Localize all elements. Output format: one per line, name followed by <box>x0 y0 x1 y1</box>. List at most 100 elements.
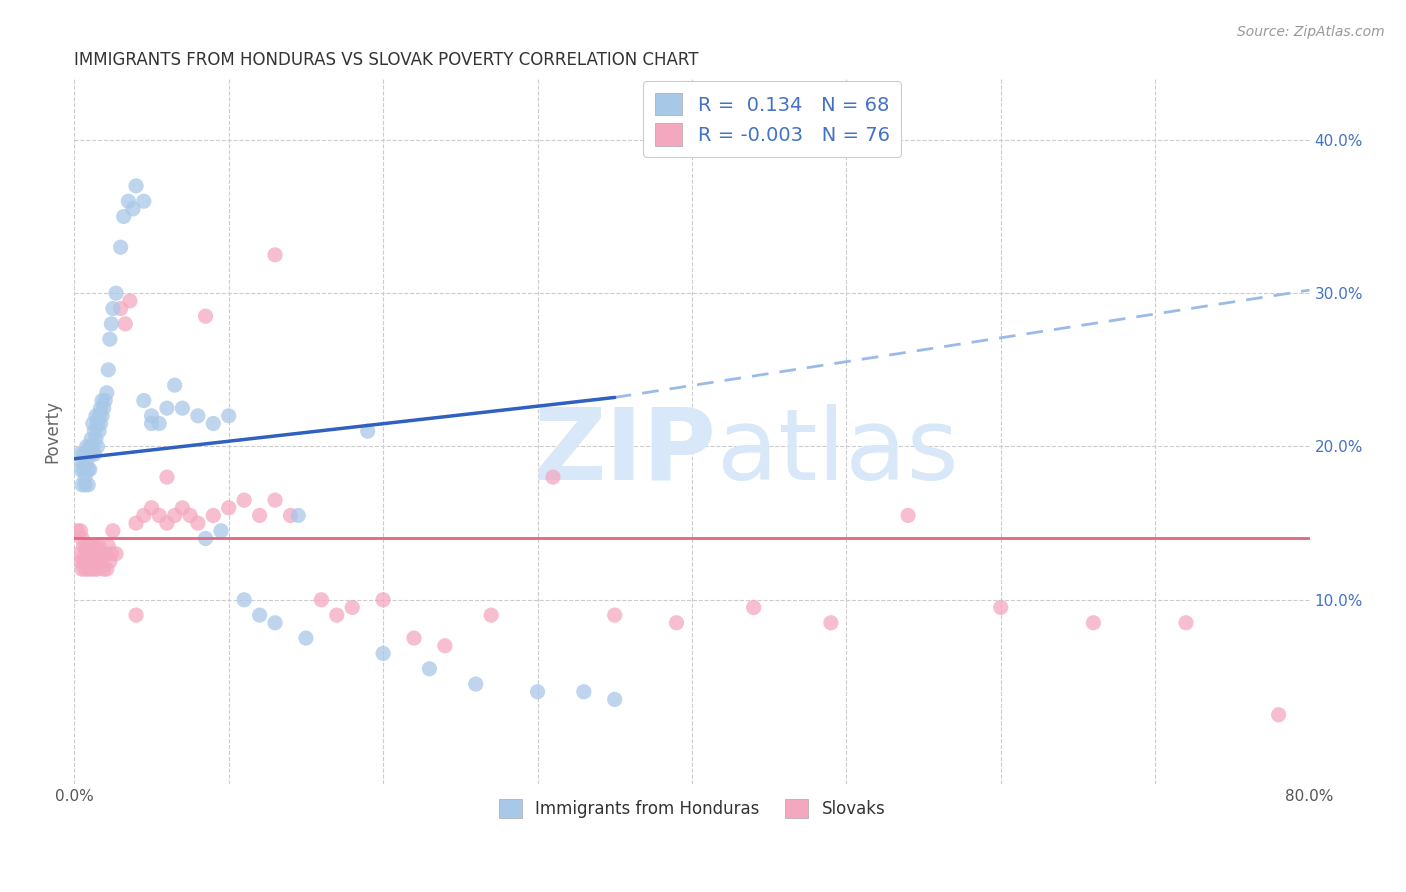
Point <box>80 447 103 461</box>
Point <box>603 608 626 623</box>
Point <box>80 432 103 446</box>
Point <box>433 639 456 653</box>
Point <box>96 385 118 400</box>
Point <box>156 470 179 484</box>
Point <box>79 462 101 476</box>
Point <box>179 508 201 523</box>
Point <box>100 547 122 561</box>
Point <box>70 478 93 492</box>
Point <box>295 631 318 645</box>
Point <box>526 685 548 699</box>
Point <box>141 500 163 515</box>
Point <box>264 493 287 508</box>
Point <box>87 424 110 438</box>
Point <box>75 547 97 561</box>
Point <box>77 547 100 561</box>
Point <box>209 524 232 538</box>
Point <box>1175 615 1198 630</box>
Point <box>98 554 121 568</box>
Point <box>82 440 104 454</box>
Point <box>76 539 98 553</box>
Point <box>83 562 105 576</box>
Point <box>84 409 107 423</box>
Point <box>87 539 110 553</box>
Point <box>357 424 380 438</box>
Point <box>156 401 179 416</box>
Point <box>84 432 107 446</box>
Point <box>665 615 688 630</box>
Point <box>249 508 271 523</box>
Point <box>90 554 112 568</box>
Point <box>72 447 94 461</box>
Point <box>77 478 100 492</box>
Point <box>326 608 349 623</box>
Point <box>66 524 89 538</box>
Point <box>69 462 91 476</box>
Point <box>132 508 155 523</box>
Point <box>125 608 148 623</box>
Point <box>83 447 105 461</box>
Point <box>67 547 90 561</box>
Point <box>194 532 217 546</box>
Point <box>90 401 112 416</box>
Text: Source: ZipAtlas.com: Source: ZipAtlas.com <box>1237 25 1385 39</box>
Point <box>72 554 94 568</box>
Y-axis label: Poverty: Poverty <box>44 400 60 463</box>
Point <box>371 647 394 661</box>
Point <box>84 539 107 553</box>
Point <box>86 417 108 431</box>
Point <box>820 615 842 630</box>
Point <box>93 401 115 416</box>
Point <box>105 286 128 301</box>
Point <box>97 539 120 553</box>
Point <box>83 424 105 438</box>
Point <box>112 210 135 224</box>
Point <box>94 393 117 408</box>
Point <box>70 562 93 576</box>
Point <box>101 524 124 538</box>
Point <box>69 524 91 538</box>
Point <box>101 301 124 316</box>
Point <box>249 608 271 623</box>
Point <box>72 462 94 476</box>
Point <box>141 409 163 423</box>
Point <box>94 547 117 561</box>
Point <box>603 692 626 706</box>
Point <box>76 440 98 454</box>
Point <box>163 378 186 392</box>
Point <box>75 478 97 492</box>
Point <box>287 508 309 523</box>
Point <box>163 508 186 523</box>
Point <box>80 547 103 561</box>
Point <box>118 293 141 308</box>
Point <box>125 178 148 193</box>
Point <box>86 547 108 561</box>
Point <box>100 317 122 331</box>
Point <box>202 508 225 523</box>
Point <box>70 532 93 546</box>
Point <box>572 685 595 699</box>
Point <box>91 409 114 423</box>
Point <box>479 608 502 623</box>
Point <box>218 500 240 515</box>
Point <box>76 455 98 469</box>
Point <box>114 317 136 331</box>
Point <box>110 240 132 254</box>
Point <box>86 562 108 576</box>
Point <box>742 600 765 615</box>
Point <box>132 194 155 209</box>
Point <box>79 554 101 568</box>
Point <box>69 554 91 568</box>
Point <box>233 592 256 607</box>
Point <box>148 508 170 523</box>
Point <box>464 677 486 691</box>
Point <box>194 309 217 323</box>
Point <box>98 332 121 346</box>
Point <box>110 301 132 316</box>
Text: IMMIGRANTS FROM HONDURAS VS SLOVAK POVERTY CORRELATION CHART: IMMIGRANTS FROM HONDURAS VS SLOVAK POVER… <box>75 51 699 69</box>
Point <box>541 470 564 484</box>
Point <box>187 409 209 423</box>
Point <box>96 562 118 576</box>
Point <box>202 417 225 431</box>
Point <box>990 600 1012 615</box>
